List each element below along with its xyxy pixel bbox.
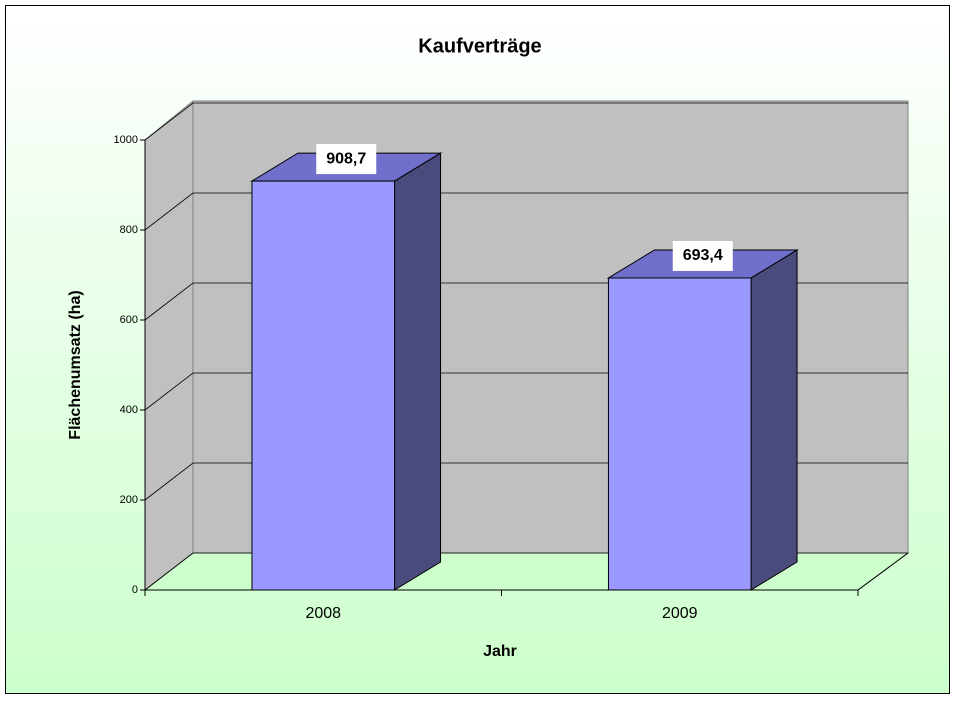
bar-side	[750, 249, 798, 591]
floor-edge	[857, 552, 909, 591]
y-tick-label: 0	[132, 584, 138, 596]
x-tick-label: 2009	[662, 605, 698, 622]
grid-line	[144, 192, 908, 231]
y-tick-label: 200	[120, 494, 138, 506]
value-label: 908,7	[326, 150, 366, 167]
y-tick-label: 600	[120, 314, 138, 326]
side-wall	[144, 99, 194, 592]
y-axis-label: Flächenumsatz (ha)	[67, 290, 84, 439]
grid-line	[144, 102, 908, 141]
y-tick-label: 800	[120, 224, 138, 236]
bar	[607, 277, 752, 591]
chart-title: Kaufverträge	[418, 35, 541, 57]
x-tick-label: 2008	[305, 605, 341, 622]
x-axis-label: Jahr	[483, 643, 517, 660]
value-label-box	[316, 144, 377, 175]
value-label-box	[672, 240, 733, 271]
y-tick-label: 1000	[114, 134, 138, 146]
bar-side	[394, 152, 442, 591]
value-label: 693,4	[683, 247, 723, 264]
y-tick-label: 400	[120, 404, 138, 416]
bar	[251, 180, 396, 591]
